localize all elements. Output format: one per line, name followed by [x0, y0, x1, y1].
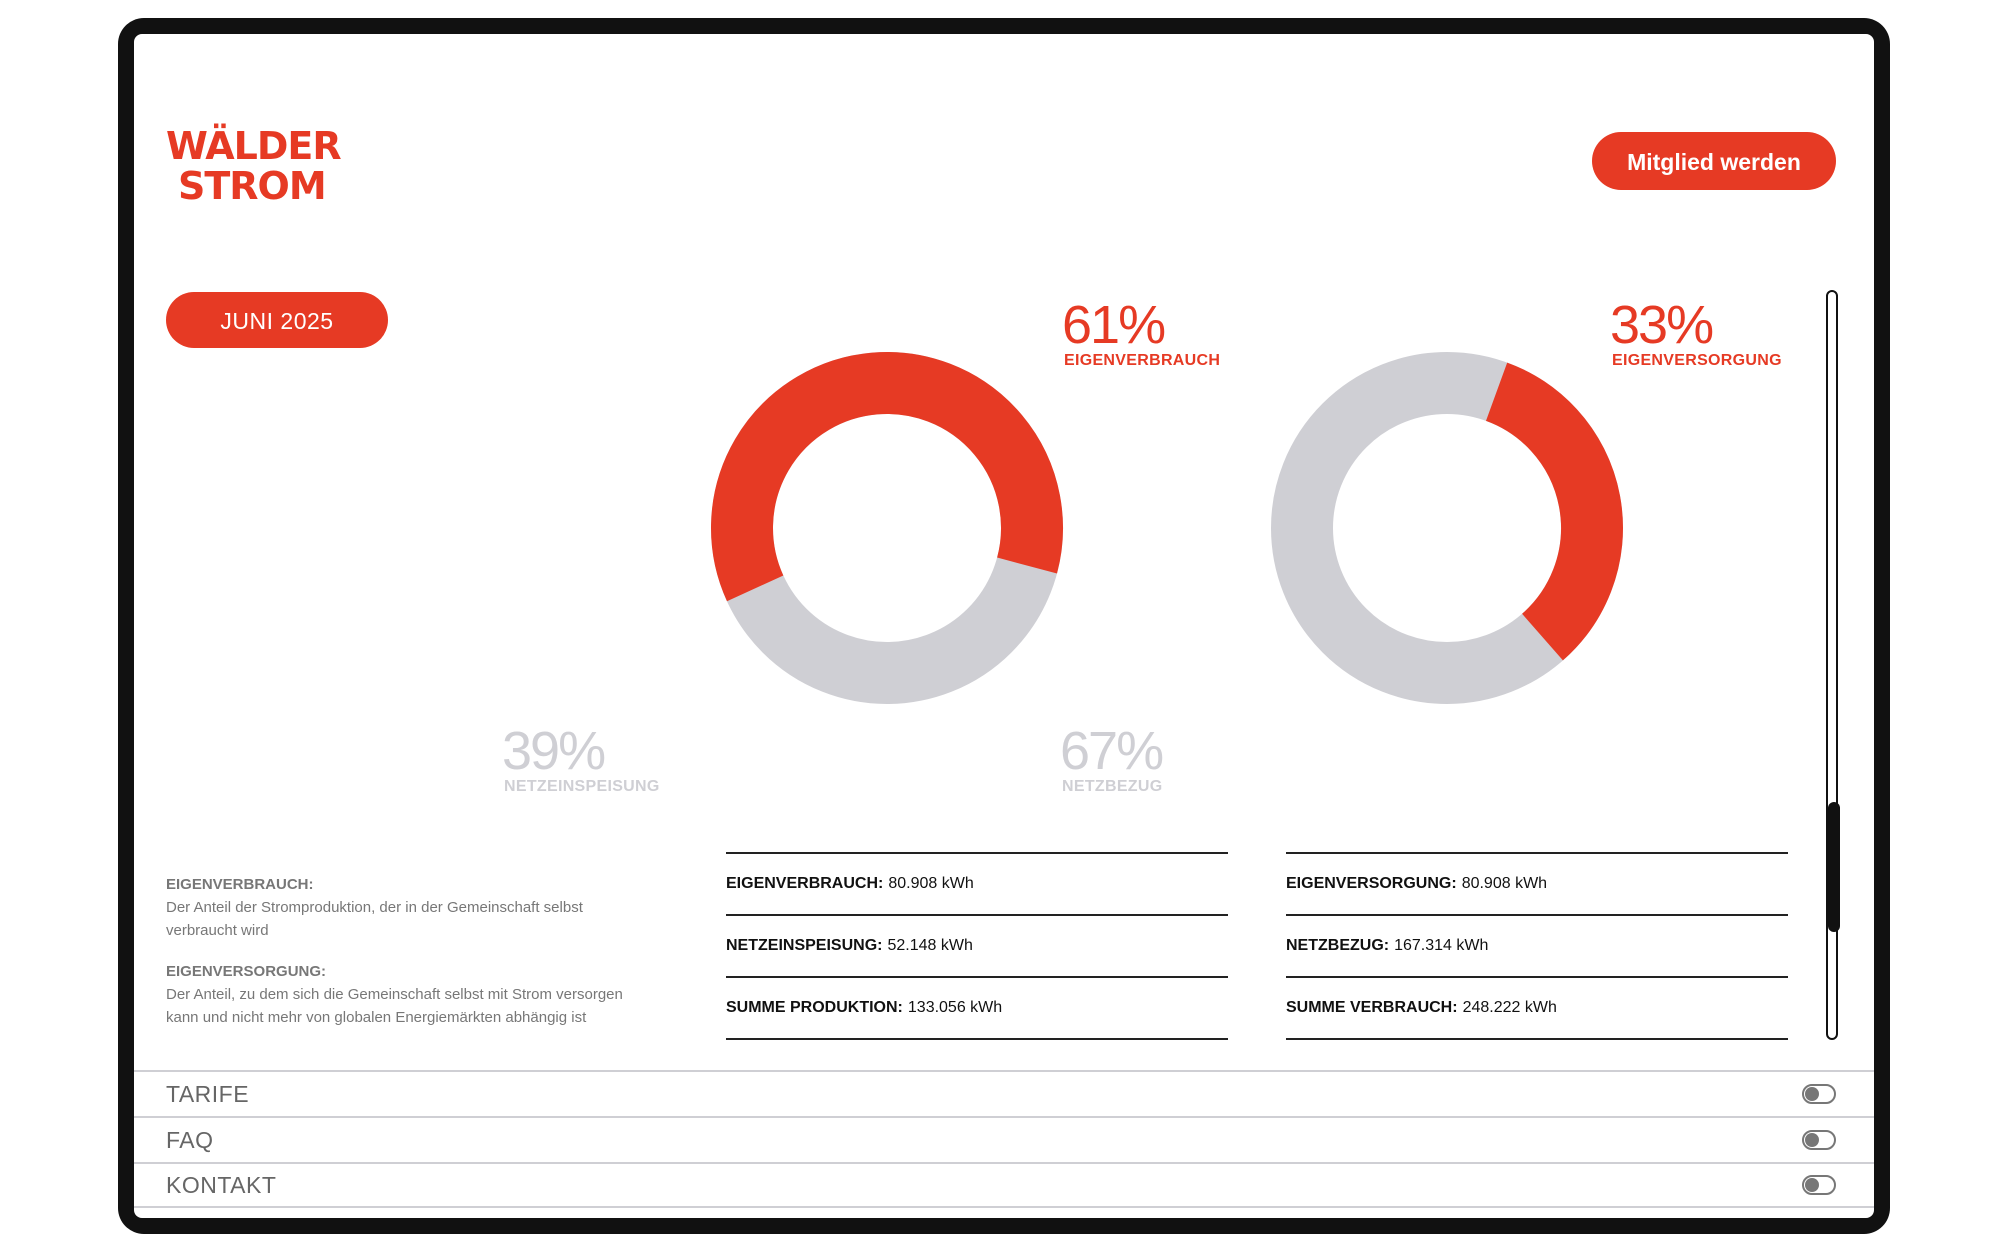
- stats-value: 80.908 kWh: [888, 875, 974, 892]
- consumption-highlight-label: EIGENVERSORGUNG: [1612, 352, 1782, 369]
- stats-label: EIGENVERBRAUCH:: [726, 875, 884, 892]
- production-donut-chart: [711, 352, 1063, 704]
- toggle-knob: [1805, 1178, 1819, 1192]
- production-highlight-percent: 61%: [1062, 295, 1166, 355]
- stats-label: SUMME PRODUKTION:: [726, 999, 903, 1016]
- stats-row: SUMME PRODUKTION: 133.056 kWh: [726, 976, 1228, 1040]
- toggle-knob: [1805, 1087, 1819, 1101]
- app-screen: WÄLDER STROM Mitglied werden JUNI 2025 6…: [134, 34, 1874, 1218]
- join-member-button[interactable]: Mitglied werden: [1592, 132, 1836, 190]
- definition-term: EIGENVERBRAUCH:: [166, 876, 314, 893]
- consumption-donut-chart: [1271, 352, 1623, 704]
- toggle-switch[interactable]: [1802, 1175, 1836, 1195]
- brand-logo[interactable]: WÄLDER STROM: [166, 124, 342, 208]
- accordion-menu: TARIFE FAQ KONTAKT: [134, 1070, 1874, 1208]
- stats-row: EIGENVERBRAUCH: 80.908 kWh: [726, 852, 1228, 914]
- production-highlight-label: EIGENVERBRAUCH: [1064, 352, 1221, 369]
- month-selector-button[interactable]: JUNI 2025: [166, 292, 388, 348]
- definition-eigenverbrauch: EIGENVERBRAUCH: Der Anteil der Stromprod…: [166, 873, 656, 942]
- production-stats-table: EIGENVERBRAUCH: 80.908 kWh NETZEINSPEISUN…: [726, 852, 1228, 1040]
- definition-text: Der Anteil, zu dem sich die Gemeinschaft…: [166, 986, 623, 1026]
- stats-value: 52.148 kWh: [887, 937, 973, 954]
- stats-value: 133.056 kWh: [907, 999, 1003, 1016]
- stats-value: 80.908 kWh: [1461, 875, 1548, 892]
- definition-eigenversorgung: EIGENVERSORGUNG: Der Anteil, zu dem sich…: [166, 960, 656, 1029]
- definitions-block: EIGENVERBRAUCH: Der Anteil der Stromprod…: [166, 873, 656, 1047]
- production-rest-label: NETZEINSPEISUNG: [504, 778, 660, 795]
- scrollbar-thumb[interactable]: [1828, 802, 1840, 932]
- stats-value: 167.314 kWh: [1394, 937, 1489, 954]
- stats-value: 248.222 kWh: [1462, 999, 1557, 1016]
- logo-line-1: WÄLDER: [166, 124, 342, 168]
- logo-line-2: STROM: [178, 164, 327, 208]
- stats-label: EIGENVERSORGUNG:: [1286, 875, 1457, 892]
- production-donut-highlight: [711, 352, 1063, 602]
- stats-row: NETZEINSPEISUNG: 52.148 kWh: [726, 914, 1228, 976]
- definition-term: EIGENVERSORGUNG:: [166, 963, 327, 980]
- accordion-label: FAQ: [166, 1126, 214, 1153]
- toggle-switch[interactable]: [1802, 1130, 1836, 1150]
- vertical-scrollbar[interactable]: [1826, 290, 1838, 1040]
- accordion-item-kontakt[interactable]: KONTAKT: [134, 1162, 1874, 1208]
- consumption-stats-table: EIGENVERSORGUNG: 80.908 kWh NETZBEZUG: 167…: [1286, 852, 1788, 1040]
- production-rest-percent: 39%: [502, 721, 606, 781]
- consumption-rest-percent: 67%: [1060, 721, 1164, 781]
- stats-row: NETZBEZUG: 167.314 kWh: [1286, 914, 1788, 976]
- stats-row: SUMME VERBRAUCH: 248.222 kWh: [1286, 976, 1788, 1040]
- consumption-highlight-percent: 33%: [1610, 295, 1714, 355]
- definition-text: Der Anteil der Stromproduktion, der in d…: [166, 899, 583, 939]
- accordion-label: KONTAKT: [166, 1171, 277, 1198]
- accordion-item-faq[interactable]: FAQ: [134, 1116, 1874, 1162]
- consumption-rest-label: NETZBEZUG: [1062, 778, 1163, 795]
- toggle-knob: [1805, 1133, 1819, 1147]
- stats-label: SUMME VERBRAUCH:: [1286, 999, 1458, 1016]
- stats-row: EIGENVERSORGUNG: 80.908 kWh: [1286, 852, 1788, 914]
- stats-label: NETZBEZUG:: [1286, 937, 1390, 954]
- accordion-item-tarife[interactable]: TARIFE: [134, 1070, 1874, 1116]
- consumption-donut-highlight: [1485, 362, 1623, 661]
- accordion-label: TARIFE: [166, 1080, 250, 1107]
- stats-label: NETZEINSPEISUNG:: [726, 937, 883, 954]
- toggle-switch[interactable]: [1802, 1084, 1836, 1104]
